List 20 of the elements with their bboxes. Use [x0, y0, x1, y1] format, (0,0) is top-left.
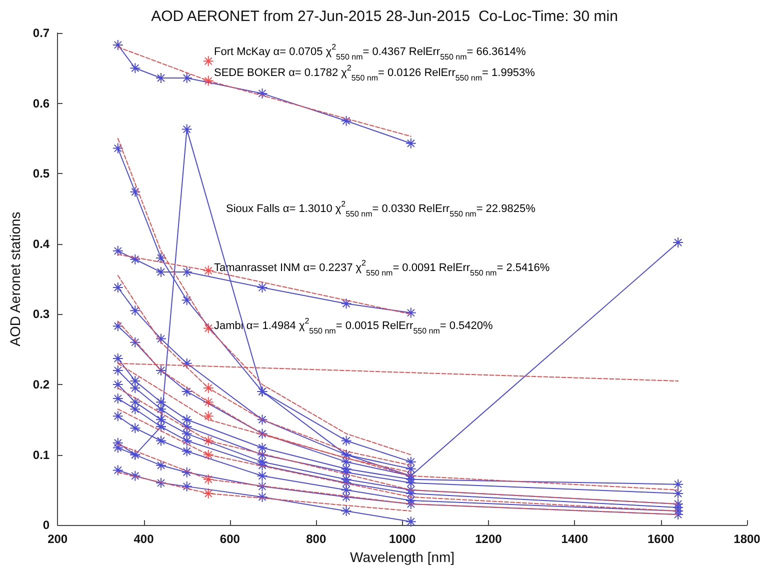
x-tick-label: 400 — [134, 532, 154, 546]
x-tick-label: 1800 — [734, 532, 761, 546]
x-tick-label: 1000 — [388, 532, 416, 546]
y-tick-label: 0 — [42, 518, 50, 532]
x-tick-label: 200 — [48, 532, 68, 546]
x-tick-label: 1600 — [647, 532, 674, 546]
y-tick-label: 0.1 — [32, 448, 50, 462]
x-tick-label: 1200 — [475, 532, 502, 546]
y-tick-label: 0.6 — [32, 96, 50, 110]
x-tick-label: 800 — [306, 532, 326, 546]
y-tick-label: 0.2 — [32, 378, 50, 392]
y-tick-label: 0.4 — [32, 236, 50, 251]
x-tick-label: 600 — [220, 532, 240, 546]
x-tick-label: 1400 — [561, 532, 588, 546]
chart-title: AOD AERONET from 27-Jun-2015 28-Jun-2015 Co-Loc-Time: 30 min — [151, 8, 618, 25]
x-axis-title: Wavelength [nm] — [350, 549, 455, 565]
y-tick-label: 0.7 — [32, 26, 50, 40]
y-axis-title: AOD Aeronet stations — [7, 212, 23, 346]
y-tick-label: 0.3 — [32, 307, 50, 322]
y-tick-label: 0.5 — [32, 166, 50, 181]
